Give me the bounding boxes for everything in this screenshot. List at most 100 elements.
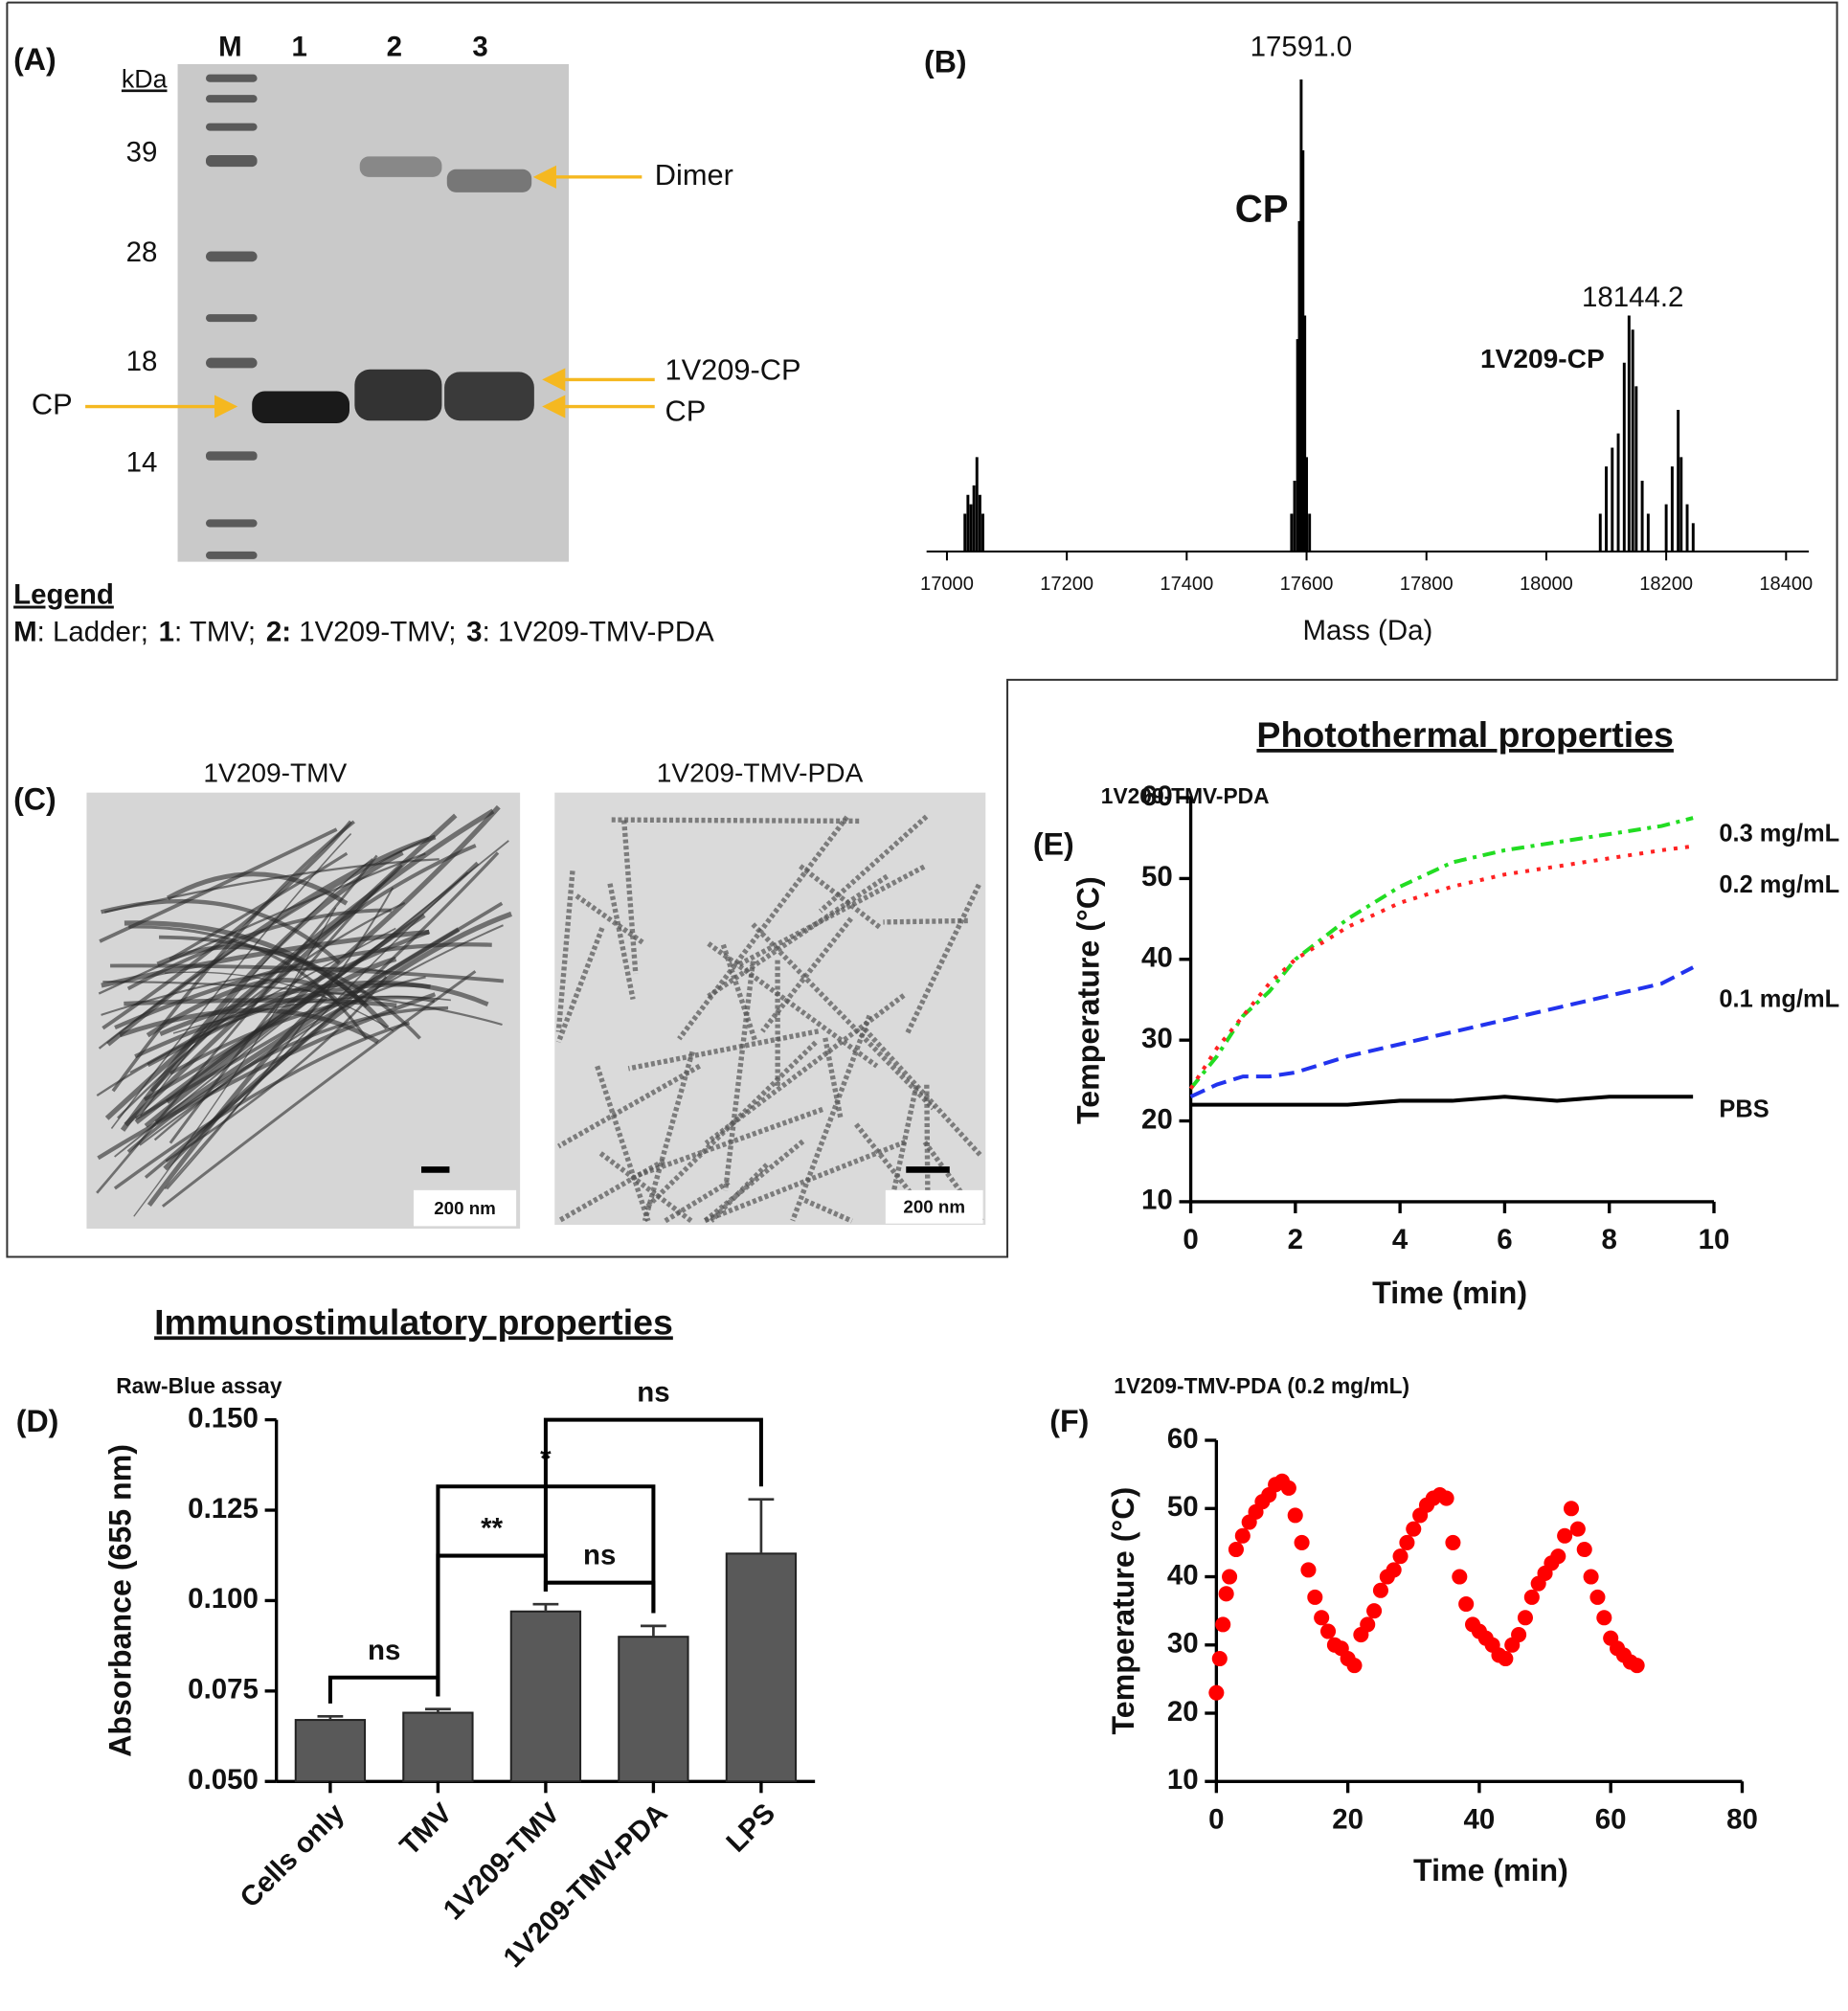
band-label: 1V209-CP (665, 353, 800, 387)
fiber (169, 995, 436, 1075)
point (1287, 1507, 1303, 1524)
y-tick-label: 60 (1167, 1423, 1199, 1455)
band (444, 372, 534, 421)
fiber (98, 836, 430, 1050)
band-label: CP (32, 388, 73, 421)
fiber (159, 980, 489, 1036)
panel-label: (B) (924, 44, 967, 79)
arrow-head (532, 165, 556, 189)
x-tick-label: 8 (1602, 1224, 1617, 1255)
series-label: 0.1 mg/mL (1719, 985, 1839, 1012)
fiber (760, 916, 853, 1033)
y-tick-label: 30 (1141, 1023, 1173, 1054)
fiber (790, 1014, 872, 1222)
fiber (751, 922, 935, 1111)
ladder-band (206, 451, 258, 461)
fiber (102, 981, 503, 1027)
x-tick-label: 4 (1392, 1224, 1409, 1255)
fiber (149, 844, 477, 1093)
x-tick-label: 17800 (1400, 574, 1454, 595)
fiber (555, 927, 605, 1044)
y-tick-label: 0.125 (188, 1493, 259, 1525)
band (252, 391, 349, 423)
band (359, 156, 442, 177)
chart-title: Immunostimulatory properties (154, 1301, 673, 1342)
point (1569, 1521, 1586, 1537)
legend-title: Legend (13, 579, 114, 611)
fiber (803, 1197, 853, 1224)
marker-label: 28 (126, 237, 158, 268)
x-tick-label: 10 (1699, 1224, 1730, 1255)
legend-key: 2: (266, 616, 291, 647)
arrow-head (542, 395, 566, 418)
point (1406, 1521, 1422, 1537)
point (1557, 1527, 1573, 1544)
band-label: CP (665, 394, 706, 427)
fiber (111, 820, 355, 1093)
point (1583, 1569, 1599, 1585)
x-axis-label: Mass (Da) (1302, 615, 1432, 646)
bar (725, 1552, 798, 1783)
ladder-band (206, 95, 258, 103)
x-tick-label: 40 (1464, 1804, 1496, 1836)
legend-key: M (13, 616, 37, 647)
point (1280, 1480, 1296, 1496)
arrow-head (214, 395, 238, 418)
scale-box (885, 1189, 983, 1224)
point (1228, 1541, 1244, 1558)
fiber (705, 873, 889, 1000)
series-label: 0.2 mg/mL (1719, 871, 1839, 898)
bar (618, 1636, 689, 1783)
point (1300, 1562, 1317, 1578)
legend: M: Ladder; 1: TMV; 2: 1V209-TMV; 3: 1V209-T… (13, 616, 714, 647)
legend-text: 1V209-TMV; (291, 616, 456, 647)
point (1563, 1501, 1580, 1517)
fiber (133, 907, 337, 1217)
ladder-band (206, 155, 258, 168)
x-tick-label: 60 (1595, 1804, 1627, 1836)
band-label: Dimer (655, 158, 733, 192)
fiber (169, 851, 349, 961)
x-tick-label: 18000 (1520, 574, 1573, 595)
fiber (163, 911, 512, 1171)
chart-subtitle: Raw-Blue assay (116, 1373, 282, 1398)
scale-label: 200 nm (903, 1197, 965, 1217)
lane-label: 1 (292, 32, 307, 63)
significance-label: ns (583, 1540, 616, 1571)
point (1498, 1650, 1514, 1667)
fiber (575, 893, 645, 945)
fiber (126, 1006, 449, 1153)
fiber (643, 1040, 818, 1210)
ladder-band (206, 314, 258, 323)
fiber (98, 852, 426, 995)
point (1399, 1534, 1415, 1550)
point (1218, 1586, 1234, 1602)
gel-panel: (A) M 1 2 3 kDa 39 28 18 14 (13, 32, 800, 648)
fiber (110, 963, 505, 983)
fiber (143, 861, 480, 1102)
bar (294, 1719, 367, 1783)
point (1372, 1582, 1388, 1598)
legend-text: : 1V209-TMV-PDA (483, 616, 715, 647)
y-axis-label: Absorbance (655 nm) (102, 1444, 137, 1757)
significance-label: ns (637, 1377, 669, 1409)
point (1392, 1548, 1409, 1565)
point (1517, 1610, 1533, 1626)
x-tick-label: 17000 (920, 574, 974, 595)
point (1314, 1610, 1330, 1626)
arrow-head (542, 368, 566, 392)
x-tick-label: 0 (1208, 1804, 1224, 1836)
lane-label: 2 (387, 32, 402, 63)
y-tick-label: 50 (1167, 1491, 1199, 1523)
x-tick-label: 20 (1332, 1804, 1363, 1836)
x-tick-label: 17400 (1160, 574, 1213, 595)
point (1234, 1527, 1251, 1544)
legend-key: 3 (466, 616, 482, 647)
fiber (124, 813, 458, 1127)
fiber (637, 1106, 823, 1178)
bar (402, 1711, 474, 1783)
x-tick-label: 17600 (1280, 574, 1334, 595)
fiber (139, 924, 504, 1146)
panel-label: (A) (13, 42, 56, 77)
point (1523, 1589, 1540, 1605)
